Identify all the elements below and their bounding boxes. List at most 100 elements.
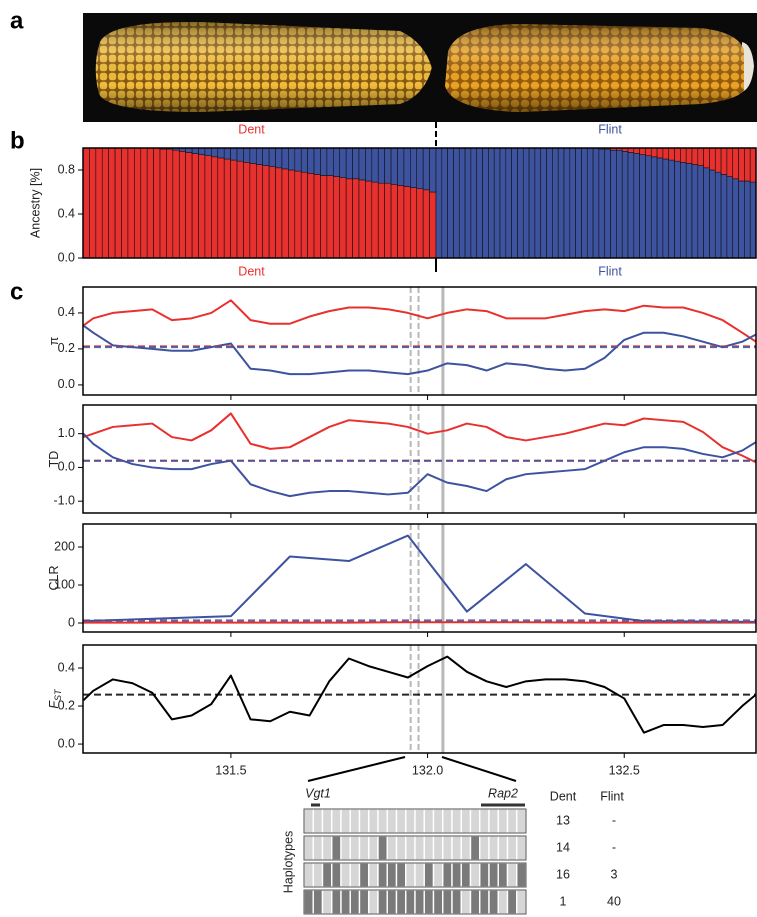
y-axis-label: FST (47, 688, 63, 709)
allele-cell (386, 835, 398, 861)
bar-segment (552, 147, 559, 259)
bar-segment (691, 164, 699, 259)
allele-cell (423, 889, 435, 915)
bar-segment (198, 147, 206, 155)
bar-segment (522, 147, 530, 259)
bar-segment (656, 157, 664, 259)
bar-segment (674, 160, 681, 259)
bar-segment (352, 147, 360, 180)
bar-segment (668, 147, 675, 161)
allele-cell (368, 808, 379, 834)
bar-segment (320, 175, 328, 259)
bar-segment (313, 174, 321, 259)
bar-segment (662, 147, 670, 160)
allele-cell (432, 808, 444, 834)
plot-frame (82, 147, 757, 259)
bar-segment (403, 186, 411, 259)
bar-segment (352, 178, 360, 259)
count: 16 (556, 867, 570, 881)
allele-cell (451, 808, 462, 834)
plot-area (83, 645, 756, 753)
allele-cell (395, 835, 407, 861)
bar-segment (262, 165, 270, 259)
panel-label: b (10, 127, 25, 154)
allele-cell (340, 808, 351, 834)
allele-cell (516, 862, 527, 888)
bar-segment (627, 152, 635, 259)
allele-cell (432, 862, 444, 888)
bar-segment (326, 175, 334, 259)
y-axis-label-main: F (47, 700, 61, 709)
plot-frame (82, 523, 757, 633)
bar-segment (610, 149, 617, 259)
count: 14 (556, 840, 570, 854)
bar-segment (726, 147, 734, 177)
panel-label: a (10, 7, 24, 34)
bar-segment (749, 181, 757, 259)
bar-segment (422, 147, 430, 191)
bar-segment (249, 163, 257, 259)
bar-segment (211, 147, 219, 158)
allele-cell (358, 889, 370, 915)
bar-segment (744, 180, 751, 259)
bar-segment (294, 147, 302, 172)
allele-cell (479, 862, 490, 888)
haplotype-row (303, 835, 527, 861)
bar-segment (339, 177, 347, 259)
y-tick-label: 0 (68, 615, 75, 629)
bar-segment (656, 147, 664, 159)
bar-segment (416, 147, 424, 190)
allele-cell (340, 835, 351, 861)
count: 40 (607, 894, 621, 908)
plot-frame (82, 286, 757, 396)
bar-segment (563, 147, 571, 259)
bar-segment (511, 147, 518, 259)
allele-cell (506, 862, 518, 888)
series-line (83, 655, 756, 734)
bar-segment (101, 147, 109, 259)
group-label: Flint (598, 264, 622, 278)
bar-segment (281, 168, 289, 259)
allele-cell (442, 808, 453, 834)
allele-cell (358, 808, 370, 834)
bar-segment (738, 147, 745, 182)
allele-cell (460, 862, 472, 888)
bar-segment (358, 179, 366, 259)
series-line (83, 534, 756, 623)
bar-segment (464, 147, 472, 259)
allele-cell (368, 835, 379, 861)
plot-area (83, 405, 756, 513)
allele-cell (479, 808, 490, 834)
allele-cell (516, 808, 527, 834)
allele-cell (340, 862, 351, 888)
bar-segment (243, 147, 251, 163)
allele-cell (405, 808, 416, 834)
bar-segment (230, 147, 238, 161)
allele-cell (469, 889, 481, 915)
bar-segment (668, 159, 675, 259)
allele-cell (451, 889, 462, 915)
allele-cell (386, 862, 398, 888)
bar-segment (333, 176, 341, 259)
allele-cell (423, 835, 435, 861)
bar-segment (204, 155, 212, 259)
y-axis-label-main: CLR (47, 565, 61, 590)
allele-cell (488, 889, 499, 915)
allele-cell (303, 889, 314, 915)
allele-cell (451, 835, 462, 861)
bar-segment (726, 176, 734, 259)
bar-segment (300, 171, 308, 259)
bar-segment (275, 147, 283, 169)
allele-cell (414, 808, 425, 834)
bar-segment (108, 147, 116, 259)
allele-cell (488, 862, 499, 888)
bar-segment (569, 147, 576, 259)
bar-segment (697, 165, 704, 259)
allele-cell (303, 862, 314, 888)
bar-segment (429, 191, 437, 259)
bar-segment (390, 184, 398, 259)
allele-cell (377, 808, 388, 834)
bar-segment (288, 169, 296, 259)
bar-segment (339, 147, 347, 179)
